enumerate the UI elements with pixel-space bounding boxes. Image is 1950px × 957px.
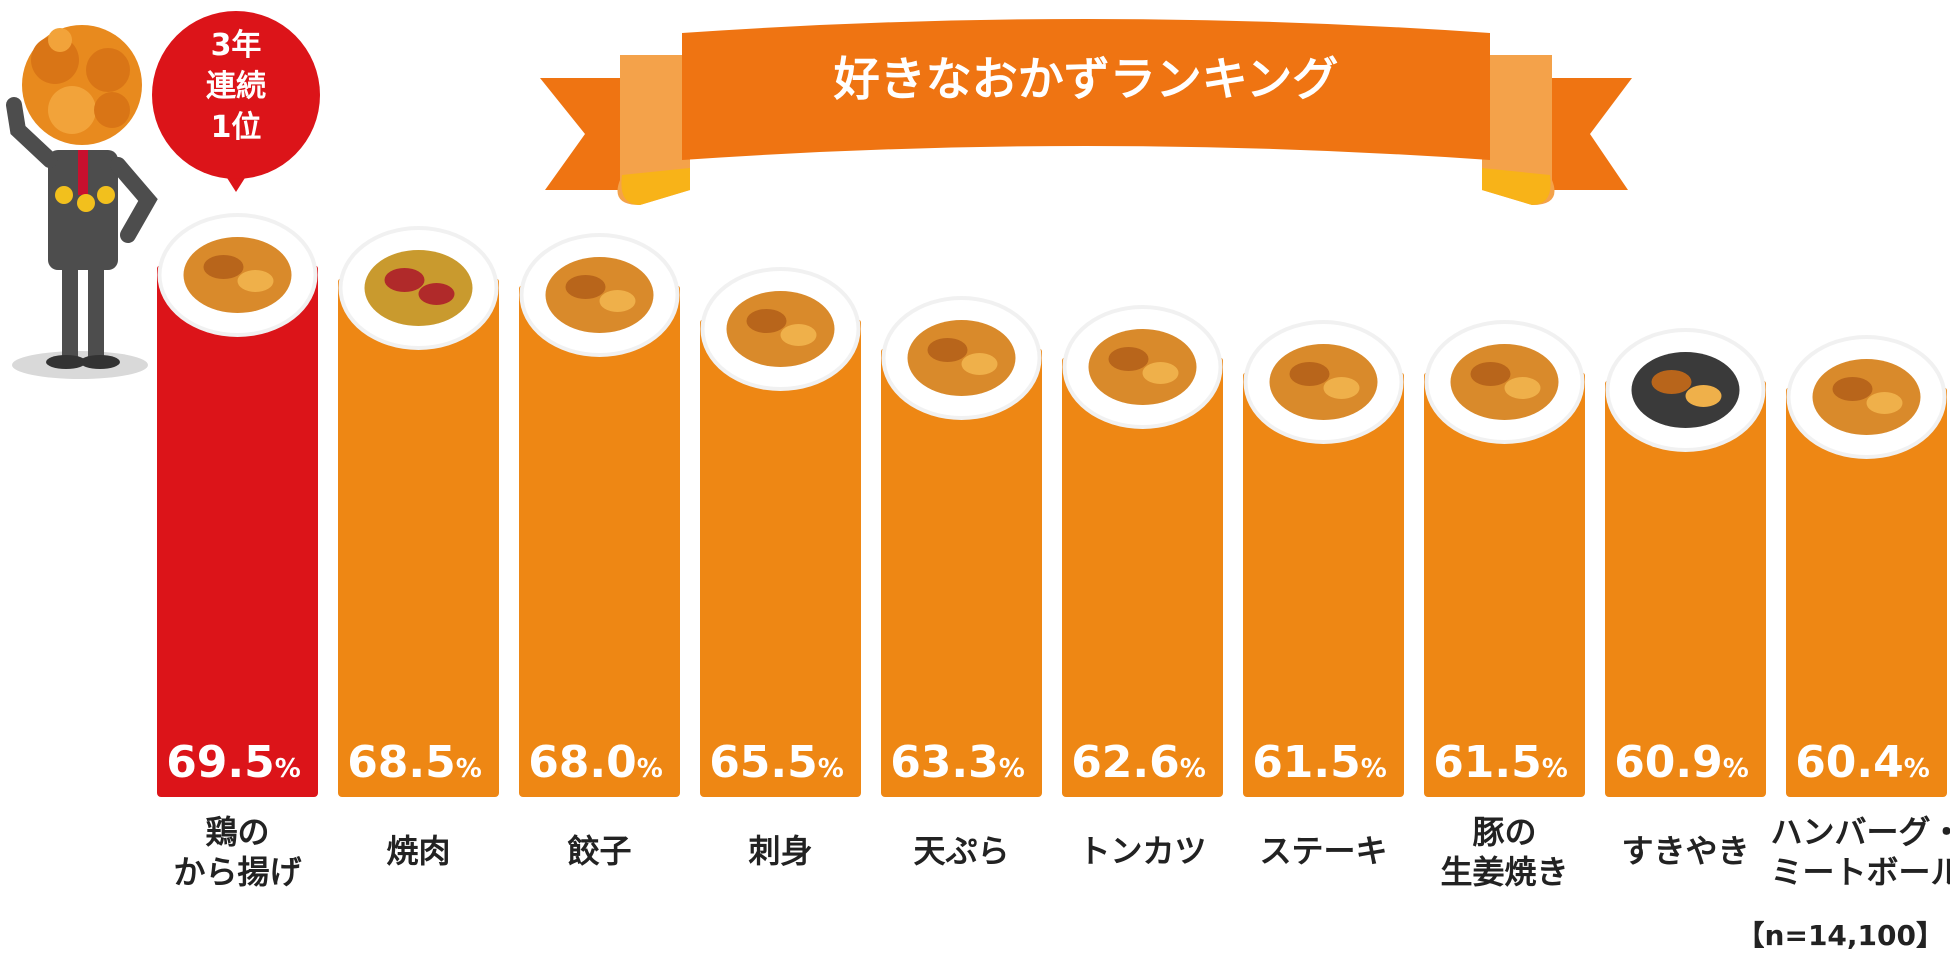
value-number: 61.5 — [1252, 737, 1361, 788]
bar-group: 60.9% すきやき — [1605, 328, 1766, 870]
bar-value-label: 63.3% — [890, 737, 1025, 788]
value-unit: % — [1542, 754, 1568, 784]
value-number: 68.5 — [347, 737, 456, 788]
bar — [1243, 372, 1404, 797]
value-unit: % — [1361, 754, 1387, 784]
category-label: から揚げ — [173, 853, 301, 891]
value-unit: % — [637, 754, 663, 784]
bar-group: 68.5% 焼肉 — [338, 226, 499, 870]
bar-value-label: 61.5% — [1252, 737, 1387, 788]
bar — [700, 319, 861, 797]
value-number: 65.5 — [709, 737, 818, 788]
value-number: 61.5 — [1433, 737, 1542, 788]
sukiyaki-pot-icon — [1605, 328, 1766, 452]
bar — [1424, 372, 1585, 797]
category-label: 刺身 — [748, 832, 812, 870]
steak-plate-icon — [1243, 320, 1404, 444]
bar-value-label: 68.0% — [528, 737, 663, 788]
sample-size-note: 【n=14,100】 — [1737, 919, 1944, 952]
tempura-plate-icon — [881, 296, 1042, 420]
value-unit: % — [456, 754, 482, 784]
bar-group: 60.4% ハンバーグ・ミートボール — [1770, 335, 1950, 891]
bars-layer: 69.5%鶏のから揚げ68.5%焼肉68.0%餃子65.5%刺身63.3%天ぷら… — [157, 213, 1950, 891]
bar-value-label: 61.5% — [1433, 737, 1568, 788]
bar — [1786, 387, 1947, 797]
value-unit: % — [1723, 754, 1749, 784]
category-label: すきやき — [1621, 832, 1749, 870]
award-badge: 3年 連続 1位 — [152, 11, 320, 192]
category-label: ミートボール — [1770, 853, 1950, 891]
karaage-plate-icon — [157, 213, 318, 337]
value-number: 60.4 — [1795, 737, 1904, 788]
bar-value-label: 68.5% — [347, 737, 482, 788]
ribbon-fold-left — [617, 55, 690, 205]
value-number: 69.5 — [166, 737, 275, 788]
value-number: 60.9 — [1614, 737, 1723, 788]
bar-group: 63.3% 天ぷら — [881, 296, 1042, 870]
bar — [1605, 380, 1766, 797]
shogayaki-plate-icon — [1424, 320, 1585, 444]
value-unit: % — [275, 754, 301, 784]
ribbon-fold-right — [1482, 55, 1555, 205]
bar — [1062, 357, 1223, 797]
bar-group: 62.6% トンカツ — [1062, 305, 1223, 870]
bar — [519, 285, 680, 797]
ribbon-fold-left-gold — [621, 168, 690, 205]
hamburg-plate-icon — [1786, 335, 1947, 459]
gyoza-plate-icon — [519, 233, 680, 357]
value-unit: % — [999, 754, 1025, 784]
value-unit: % — [818, 754, 844, 784]
bar — [881, 348, 1042, 797]
bar — [157, 265, 318, 797]
bar-value-label: 60.9% — [1614, 737, 1749, 788]
category-label: 餃子 — [567, 832, 631, 870]
category-label: 焼肉 — [386, 832, 450, 870]
chart-title: 好きなおかずランキング — [833, 52, 1339, 106]
bar — [338, 278, 499, 797]
category-label: 生姜焼き — [1440, 853, 1568, 891]
category-label: ハンバーグ・ — [1770, 813, 1950, 851]
bar-group: 61.5% ステーキ — [1243, 320, 1404, 870]
value-unit: % — [1904, 754, 1930, 784]
category-label: 豚の — [1472, 813, 1536, 851]
ribbon-fold-right-gold — [1482, 168, 1551, 205]
category-label: 天ぷら — [913, 832, 1009, 870]
bar-group: 65.5% 刺身 — [700, 267, 861, 870]
badge-line-3: 1位 — [211, 110, 262, 145]
value-number: 62.6 — [1071, 737, 1180, 788]
title-ribbon: 好きなおかずランキング — [540, 19, 1632, 205]
sashimi-plate-icon — [700, 267, 861, 391]
value-number: 68.0 — [528, 737, 637, 788]
badge-line-1: 3年 — [211, 28, 262, 63]
value-unit: % — [1180, 754, 1206, 784]
tonkatsu-plate-icon — [1062, 305, 1223, 429]
category-label: 鶏の — [205, 813, 269, 851]
ribbon-main — [682, 19, 1490, 160]
bar-value-label: 69.5% — [166, 737, 301, 788]
category-label: ステーキ — [1259, 832, 1387, 870]
value-number: 63.3 — [890, 737, 999, 788]
bar-value-label: 60.4% — [1795, 737, 1930, 788]
yakiniku-grill-icon — [338, 226, 499, 350]
bar-group: 68.0% 餃子 — [519, 233, 680, 870]
badge-line-2: 連続 — [206, 69, 266, 104]
bar-value-label: 62.6% — [1071, 737, 1206, 788]
category-label: トンカツ — [1078, 832, 1206, 870]
mascot-icon — [6, 25, 158, 379]
bar-value-label: 65.5% — [709, 737, 844, 788]
